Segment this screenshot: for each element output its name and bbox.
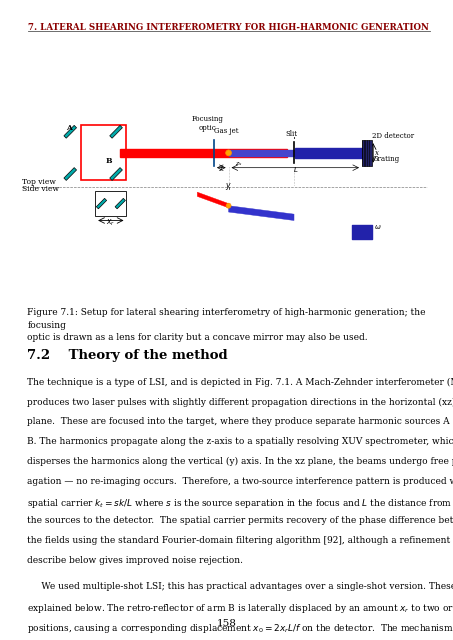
Bar xyxy=(362,140,372,166)
FancyArrow shape xyxy=(120,149,287,157)
Polygon shape xyxy=(96,198,106,209)
Text: the sources to the detector.  The spatial carrier permits recovery of the phase : the sources to the detector. The spatial… xyxy=(27,516,453,525)
Text: explained below. The retro-reflector of arm B is laterally displaced by an amoun: explained below. The retro-reflector of … xyxy=(27,602,453,615)
Text: produces two laser pulses with slightly different propagation directions in the : produces two laser pulses with slightly … xyxy=(27,397,453,406)
Polygon shape xyxy=(64,168,77,180)
Text: describe below gives improved noise rejection.: describe below gives improved noise reje… xyxy=(27,556,243,565)
Text: disperses the harmonics along the vertical (y) axis. In the xz plane, the beams : disperses the harmonics along the vertic… xyxy=(27,457,453,466)
Text: Slit: Slit xyxy=(285,130,297,138)
FancyArrow shape xyxy=(295,148,362,157)
Polygon shape xyxy=(115,198,125,209)
Text: $z_s$: $z_s$ xyxy=(235,161,242,168)
Text: The technique is a type of LSI, and is depicted in Fig. 7.1. A Mach-Zehnder inte: The technique is a type of LSI, and is d… xyxy=(27,378,453,387)
Polygon shape xyxy=(110,168,122,180)
Text: 7. LATERAL SHEARING INTERFEROMETRY FOR HIGH-HARMONIC GENERATION: 7. LATERAL SHEARING INTERFEROMETRY FOR H… xyxy=(28,23,429,32)
Text: agation — no re-imaging occurs.  Therefore, a two-source interference pattern is: agation — no re-imaging occurs. Therefor… xyxy=(27,477,453,486)
Bar xyxy=(81,125,126,180)
Text: Top view: Top view xyxy=(22,178,56,186)
Text: A: A xyxy=(66,124,72,132)
Text: Gas jet: Gas jet xyxy=(214,127,239,135)
Text: B. The harmonics propagate along the z-axis to a spatially resolving XUV spectro: B. The harmonics propagate along the z-a… xyxy=(27,437,453,446)
Text: $x_r$: $x_r$ xyxy=(106,218,115,228)
Text: 7.2    Theory of the method: 7.2 Theory of the method xyxy=(27,349,228,362)
Text: B: B xyxy=(106,157,112,166)
Text: Grating: Grating xyxy=(372,156,400,163)
Text: 158: 158 xyxy=(217,620,236,628)
Text: $\omega$: $\omega$ xyxy=(375,223,382,231)
Text: spatial carrier $k_t = sk/L$ where $s$ is the source separation in the focus and: spatial carrier $k_t = sk/L$ where $s$ i… xyxy=(27,497,453,509)
Polygon shape xyxy=(110,125,122,138)
Polygon shape xyxy=(229,205,294,220)
Text: $f$: $f$ xyxy=(219,164,224,173)
Text: 2D detector: 2D detector xyxy=(372,132,414,140)
Bar xyxy=(95,191,126,216)
Polygon shape xyxy=(198,192,229,208)
Text: the fields using the standard Fourier-domain filtering algorithm [92], although : the fields using the standard Fourier-do… xyxy=(27,536,453,545)
Circle shape xyxy=(226,150,231,156)
Circle shape xyxy=(226,203,231,208)
Text: $L$: $L$ xyxy=(293,165,298,174)
Text: positions, causing a corresponding displacement $x_0 = 2x_r L/f$ on the detector: positions, causing a corresponding displ… xyxy=(27,622,453,635)
Text: x: x xyxy=(375,149,379,157)
Text: We used multiple-shot LSI; this has practical advantages over a single-shot vers: We used multiple-shot LSI; this has prac… xyxy=(27,582,453,591)
Text: Figure 7.1: Setup for lateral shearing interferometry of high-harmonic generatio: Figure 7.1: Setup for lateral shearing i… xyxy=(27,308,426,342)
Polygon shape xyxy=(64,125,77,138)
Text: Focusing
optic: Focusing optic xyxy=(192,115,224,132)
Text: $y$: $y$ xyxy=(225,181,232,192)
Text: plane.  These are focused into the target, where they produce separate harmonic : plane. These are focused into the target… xyxy=(27,417,453,426)
Text: Side view: Side view xyxy=(22,185,59,193)
FancyArrow shape xyxy=(229,150,295,156)
